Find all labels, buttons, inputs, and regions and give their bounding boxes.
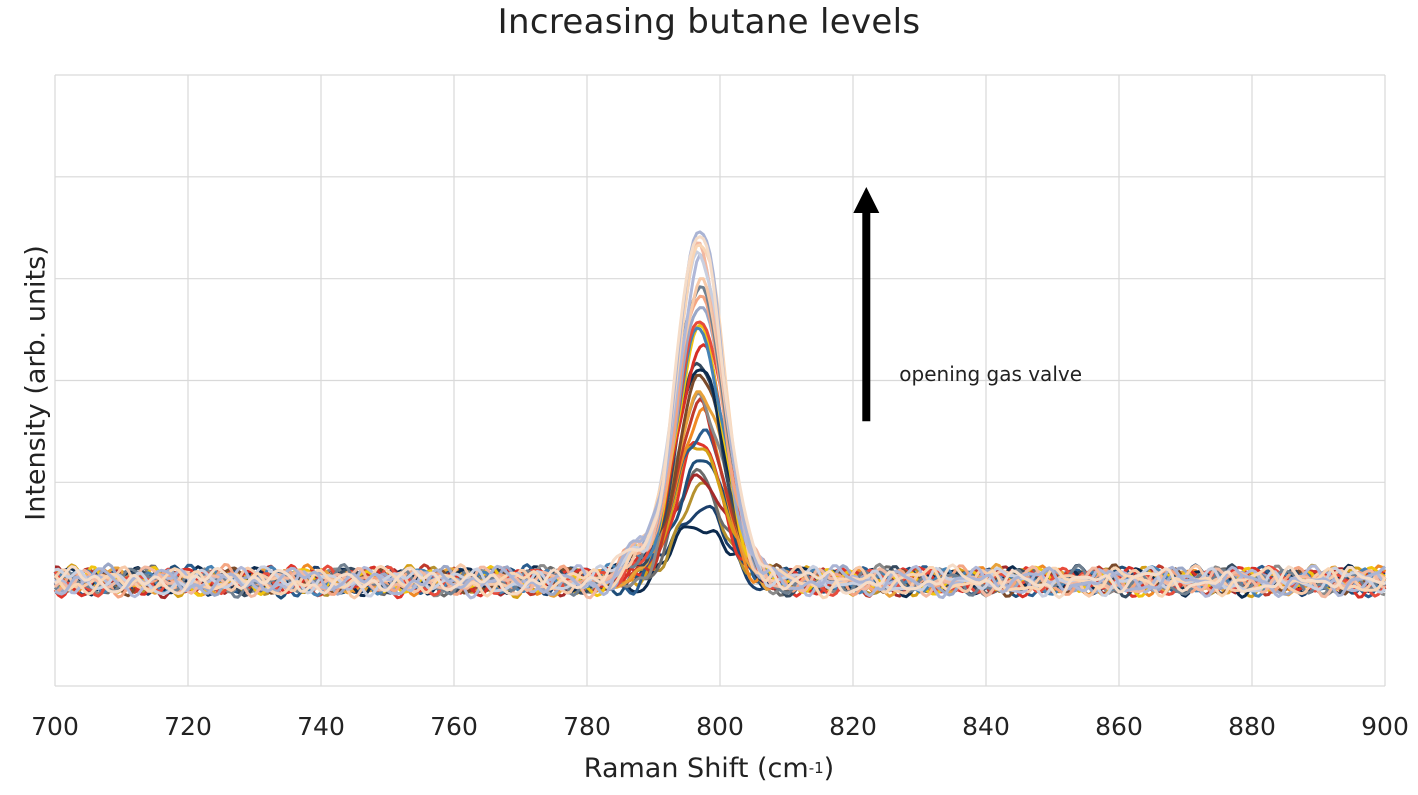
x-axis-label-text: Raman Shift (cm xyxy=(583,753,809,784)
x-tick-label: 760 xyxy=(430,712,478,741)
series-group xyxy=(53,230,1387,600)
x-tick-label: 700 xyxy=(31,712,79,741)
x-axis-label-superscript: -1 xyxy=(808,759,824,777)
x-axis-label: Raman Shift (cm-1) xyxy=(0,753,1418,784)
chart-title: Increasing butane levels xyxy=(497,2,921,42)
x-tick-label: 800 xyxy=(696,712,744,741)
x-axis-label-close: ) xyxy=(823,753,835,784)
x-tick-label: 820 xyxy=(829,712,877,741)
x-tick-label: 860 xyxy=(1095,712,1143,741)
annotation-text: opening gas valve xyxy=(899,362,1082,386)
x-tick-label: 780 xyxy=(563,712,611,741)
x-tick-label: 880 xyxy=(1228,712,1276,741)
x-tick-label: 840 xyxy=(962,712,1010,741)
series-line xyxy=(54,235,1386,600)
x-tick-label: 740 xyxy=(297,712,345,741)
annotation-arrow-head xyxy=(853,187,880,214)
x-tick-label: 900 xyxy=(1361,712,1409,741)
x-tick-label: 720 xyxy=(164,712,212,741)
x-tick-labels: 700 720 740 760 780 800 820 840 860 880 900 xyxy=(31,712,1409,741)
annotation: opening gas valve xyxy=(853,187,1082,422)
